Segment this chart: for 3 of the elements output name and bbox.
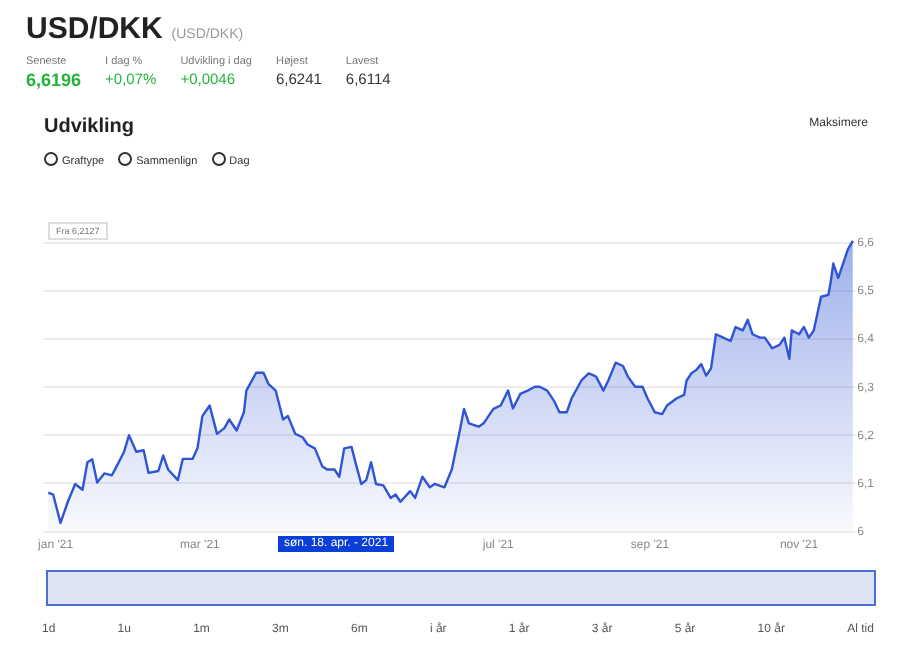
text: 6,6196 <box>26 70 82 90</box>
chart-title: USD/DKK <box>26 12 163 46</box>
text: Udvikling <box>44 116 135 138</box>
